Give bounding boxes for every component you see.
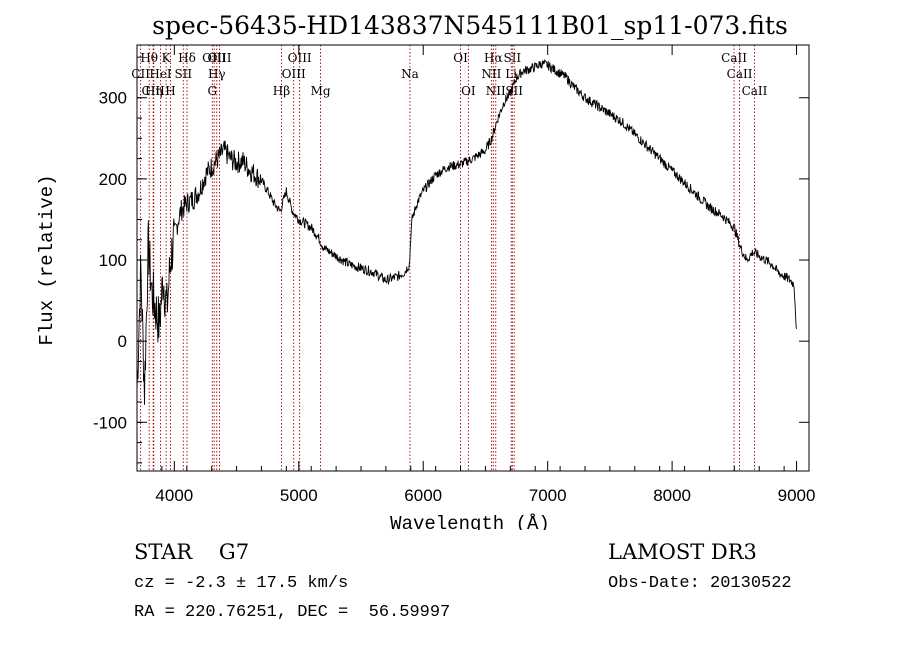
marker-label: SII (174, 67, 192, 81)
marker-label: Hβ (273, 84, 290, 98)
y-axis-label: Flux (relative) (36, 174, 58, 345)
y-tick-label: 0 (118, 332, 127, 351)
x-tick-label: 6000 (404, 486, 442, 505)
marker-label: Hδ (178, 51, 196, 65)
marker-label: OIII (207, 51, 231, 65)
x-tick-label: 8000 (653, 486, 691, 505)
marker-label: Hη (145, 84, 163, 98)
obs-date-label: Obs-Date: 20130522 (608, 574, 792, 593)
redshift-label: cz = -2.3 ± 17.5 km/s (134, 574, 349, 593)
marker-label: CaII (727, 67, 753, 81)
marker-label: Na (401, 67, 419, 81)
x-tick-label: 9000 (778, 486, 816, 505)
y-tick-label: 300 (99, 89, 127, 108)
marker-label: CaII (742, 84, 768, 98)
marker-label: SII (503, 51, 521, 65)
marker-label: SII (505, 84, 523, 98)
x-tick-label: 5000 (280, 486, 318, 505)
y-tick-label: 200 (99, 170, 127, 189)
marker-label: NII (486, 84, 506, 98)
spectral-line-markers: CIIHθCIIIHηHeIKHSIIHδGOIIIHγOIIIHβOIIIOI… (131, 45, 768, 471)
marker-label: OIII (202, 51, 226, 65)
marker-label: OIII (282, 67, 306, 81)
marker-label: Hγ (208, 67, 226, 81)
marker-label: G (207, 84, 217, 98)
x-tick-label: 7000 (529, 486, 567, 505)
marker-label: HeI (149, 67, 172, 81)
marker-label: Hθ (140, 51, 158, 65)
marker-label: Mg (311, 84, 331, 98)
marker-label: Hα (484, 51, 503, 65)
marker-label: H (165, 84, 175, 98)
axis-ticks: 4000 5000 6000 7000 8000 9000 -100 0 100 200 300 (93, 45, 816, 505)
y-tick-label: -100 (93, 413, 127, 432)
x-tick-label: 4000 (155, 486, 193, 505)
x-axis-label: Wavelength (Å) (390, 513, 550, 530)
marker-label: NII (481, 67, 501, 81)
marker-label: CII (131, 67, 150, 81)
plot-frame (136, 44, 810, 472)
flux-series (136, 58, 798, 405)
marker-label: OIII (288, 51, 312, 65)
marker-label: OI (461, 84, 476, 98)
coordinates-label: RA = 220.76251, DEC = 56.59997 (134, 603, 451, 622)
marker-label: CaII (721, 51, 747, 65)
marker-label: CIII (141, 84, 165, 98)
marker-label: Li (505, 67, 517, 81)
spectrum-chart: spec-56435-HD143837N545111B01_sp11-073.f… (36, 11, 816, 530)
marker-label: K (162, 51, 172, 65)
classification-label: STAR G7 (134, 540, 250, 564)
chart-title: spec-56435-HD143837N545111B01_sp11-073.f… (152, 11, 788, 40)
survey-label: LAMOST DR3 (608, 540, 757, 564)
flux-line (136, 58, 798, 405)
y-tick-label: 100 (99, 251, 127, 270)
marker-label: OI (453, 51, 468, 65)
